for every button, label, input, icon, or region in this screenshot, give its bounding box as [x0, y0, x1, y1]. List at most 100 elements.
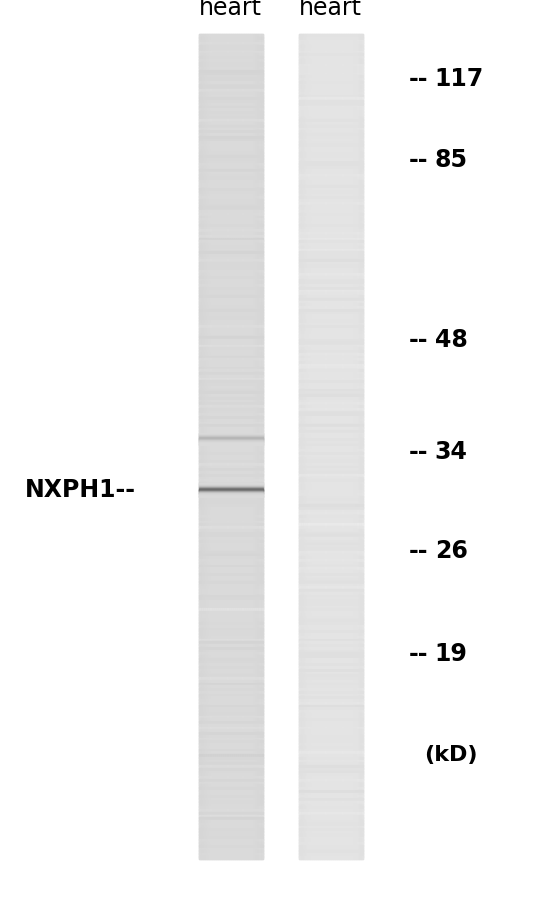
Bar: [199, 174, 262, 178]
Bar: [199, 762, 262, 766]
Bar: [299, 155, 363, 159]
Bar: [199, 284, 262, 288]
Bar: [299, 796, 363, 799]
Bar: [299, 169, 363, 173]
Bar: [199, 726, 262, 730]
Bar: [199, 814, 262, 818]
Bar: [199, 430, 262, 433]
Bar: [199, 554, 262, 557]
Bar: [341, 34, 344, 859]
Bar: [299, 510, 363, 513]
Bar: [299, 559, 363, 563]
Bar: [310, 34, 312, 859]
Bar: [199, 34, 262, 859]
Bar: [299, 710, 363, 714]
Bar: [299, 287, 363, 290]
Bar: [299, 336, 363, 340]
Bar: [199, 342, 262, 345]
Bar: [199, 450, 262, 453]
Bar: [199, 619, 262, 623]
Bar: [299, 556, 363, 560]
Bar: [246, 34, 248, 859]
Bar: [226, 34, 229, 859]
Bar: [199, 193, 262, 197]
Bar: [199, 97, 262, 101]
Bar: [346, 34, 348, 859]
Bar: [199, 507, 262, 511]
Bar: [299, 655, 363, 659]
Bar: [199, 344, 262, 348]
Bar: [199, 732, 262, 735]
Text: --: --: [409, 148, 428, 172]
Bar: [299, 694, 363, 698]
Bar: [299, 601, 363, 604]
Bar: [320, 34, 322, 859]
Bar: [220, 34, 222, 859]
Bar: [299, 251, 363, 255]
Bar: [199, 499, 262, 503]
Bar: [299, 647, 363, 651]
Bar: [199, 92, 262, 95]
Bar: [299, 738, 363, 742]
Bar: [199, 823, 262, 826]
Bar: [299, 562, 363, 565]
Bar: [299, 295, 363, 298]
Bar: [299, 628, 363, 631]
Bar: [199, 589, 262, 593]
Bar: [299, 614, 363, 618]
Bar: [199, 768, 262, 771]
Bar: [199, 276, 262, 280]
Bar: [299, 741, 363, 744]
Bar: [210, 34, 211, 859]
Bar: [199, 776, 262, 779]
Bar: [199, 845, 262, 849]
Bar: [299, 702, 363, 706]
Bar: [316, 34, 318, 859]
Bar: [199, 130, 262, 134]
Bar: [199, 161, 262, 165]
Bar: [203, 34, 205, 859]
Bar: [199, 136, 262, 139]
Bar: [299, 848, 363, 851]
Bar: [207, 34, 210, 859]
Bar: [299, 468, 363, 472]
Text: (kD): (kD): [424, 745, 477, 765]
Bar: [199, 65, 262, 68]
Bar: [299, 746, 363, 750]
Bar: [199, 463, 262, 467]
Bar: [199, 245, 262, 249]
Text: --: --: [409, 643, 428, 666]
Bar: [199, 210, 262, 214]
Bar: [299, 34, 363, 859]
Bar: [299, 471, 363, 475]
Bar: [199, 565, 262, 568]
Bar: [199, 125, 262, 129]
Bar: [199, 414, 262, 417]
Bar: [299, 749, 363, 752]
Bar: [299, 551, 363, 555]
Bar: [299, 831, 363, 834]
Bar: [199, 452, 262, 456]
Bar: [199, 466, 262, 469]
Bar: [199, 837, 262, 841]
Bar: [199, 120, 262, 123]
Bar: [299, 94, 363, 98]
Bar: [199, 474, 262, 477]
Bar: [299, 537, 363, 540]
Bar: [299, 565, 363, 568]
Bar: [199, 531, 262, 535]
Bar: [199, 394, 262, 397]
Bar: [299, 237, 363, 241]
Bar: [299, 757, 363, 761]
Bar: [299, 455, 363, 458]
Bar: [199, 460, 262, 464]
Bar: [299, 680, 363, 683]
Bar: [199, 598, 262, 601]
Bar: [199, 614, 262, 618]
Bar: [299, 111, 363, 115]
Bar: [299, 638, 363, 643]
Bar: [299, 523, 363, 527]
Bar: [299, 276, 363, 280]
Bar: [199, 636, 262, 639]
Bar: [299, 89, 363, 93]
